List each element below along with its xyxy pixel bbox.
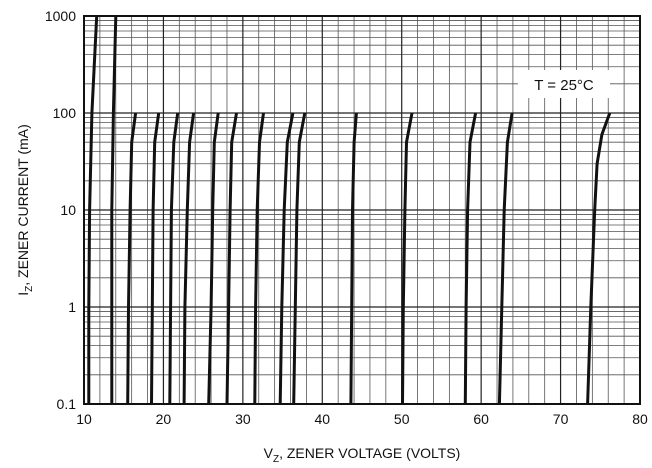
zener-curves: [87, 15, 612, 405]
y-tick-label: 1000: [45, 8, 76, 24]
x-tick-label: 80: [632, 411, 648, 427]
zener-curve: [126, 112, 138, 405]
zener-curve: [182, 112, 196, 405]
x-tick-label: 20: [156, 411, 172, 427]
x-axis-label-main: V: [264, 445, 274, 461]
y-axis-label-rest: , ZENER CURRENT (mA): [15, 124, 31, 286]
x-axis-label: VZ, ZENER VOLTAGE (VOLTS): [264, 445, 461, 465]
x-axis-label-rest: , ZENER VOLTAGE (VOLTS): [279, 445, 460, 461]
zener-curve: [150, 112, 161, 405]
y-tick-label: 100: [53, 105, 77, 121]
y-tick-label: 0.1: [57, 396, 77, 412]
y-tick-label: 1: [68, 299, 76, 315]
y-axis-label: IZ, ZENER CURRENT (mA): [15, 124, 35, 296]
zener-curve: [278, 112, 295, 405]
zener-curve: [110, 15, 118, 404]
zener-curve: [253, 112, 265, 405]
plot-frame: [83, 15, 641, 405]
temperature-annotation: T = 25°C: [518, 70, 610, 98]
zener-curve: [586, 112, 612, 405]
annotation-text: T = 25°C: [534, 77, 594, 94]
x-tick-label: 30: [235, 411, 251, 427]
y-axis-label-main: I: [15, 292, 31, 296]
zener-curve: [87, 15, 99, 404]
zener-curve: [497, 112, 514, 405]
annotation-box: [518, 70, 610, 98]
zener-curve: [292, 112, 307, 405]
zener-curve: [401, 112, 414, 405]
zener-curve: [225, 112, 238, 405]
y-axis-label-subscript: Z: [24, 286, 35, 292]
zener-curve: [463, 112, 478, 405]
x-tick-label: 10: [76, 411, 92, 427]
zener-curve: [168, 112, 180, 405]
zener-curve: [349, 112, 358, 405]
y-tick-label: 10: [60, 202, 76, 218]
x-tick-label: 70: [553, 411, 569, 427]
x-axis-label-subscript: Z: [273, 454, 279, 465]
x-tick-label: 60: [473, 411, 489, 427]
zener-curve: [207, 112, 220, 405]
y-tick-labels: 0.1 1 10 100 1000: [45, 8, 76, 412]
x-tick-label: 40: [314, 411, 330, 427]
x-tick-label: 50: [394, 411, 410, 427]
x-tick-labels: 10 20 30 40 50 60 70 80: [76, 411, 648, 427]
